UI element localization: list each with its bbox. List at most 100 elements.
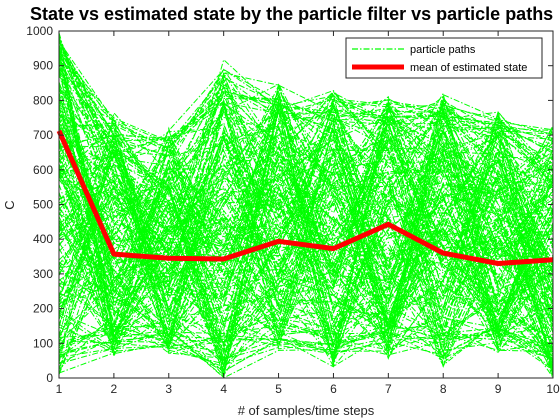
plot-area: [56, 30, 554, 379]
particle-path: [58, 45, 554, 153]
particle-path: [58, 137, 554, 323]
particle-path: [58, 34, 554, 355]
particle-path: [58, 83, 554, 297]
particle-path: [58, 99, 554, 348]
particle-path: [58, 92, 554, 353]
particle-path: [58, 109, 554, 355]
particle-path: [58, 39, 554, 312]
particle-path: [58, 98, 554, 324]
particle-path: [58, 331, 554, 355]
particle-path: [58, 86, 554, 328]
y-tick-label: 500: [33, 198, 53, 212]
particle-path: [58, 328, 554, 358]
particle-path: [58, 122, 554, 336]
particle-path: [58, 83, 554, 335]
particle-path: [58, 32, 554, 373]
particle-path: [58, 60, 554, 376]
particle-path: [58, 70, 554, 305]
particle-path: [58, 125, 554, 341]
particle-path: [58, 45, 554, 149]
particle-path: [58, 51, 554, 142]
x-tick-label: 4: [220, 382, 227, 396]
particle-path: [58, 118, 554, 378]
y-tick-label: 900: [33, 59, 53, 73]
particle-path: [58, 102, 554, 338]
y-tick-label: 1000: [26, 24, 53, 38]
particle-path: [58, 155, 554, 332]
particle-path: [58, 40, 554, 347]
legend: particle paths mean of estimated state: [345, 37, 543, 79]
x-tick-label: 8: [440, 382, 447, 396]
particle-path: [58, 69, 554, 358]
particle-path: [58, 58, 554, 316]
particle-path: [58, 88, 554, 352]
particle-path: [58, 55, 554, 344]
particle-path: [58, 89, 554, 354]
particle-path: [58, 162, 554, 345]
particle-path: [58, 53, 554, 328]
legend-box: [345, 37, 543, 79]
particle-path: [58, 96, 554, 372]
x-tick-label: 1: [56, 382, 63, 396]
particle-path: [58, 94, 554, 343]
particle-path: [58, 148, 554, 349]
particle-path: [58, 94, 554, 364]
y-tick-label: 300: [33, 267, 53, 281]
particle-path: [58, 145, 554, 370]
particle-path: [58, 135, 554, 368]
y-axis-label: C: [2, 200, 17, 209]
particle-path: [58, 108, 554, 333]
particle-path: [58, 92, 554, 359]
particle-path: [58, 117, 554, 377]
y-tick-label: 800: [33, 93, 53, 107]
chart-title: State vs estimated state by the particle…: [30, 4, 553, 24]
particle-path: [58, 127, 554, 368]
y-tick-label: 100: [33, 336, 53, 350]
particle-path: [58, 139, 554, 356]
particle-path: [58, 67, 554, 142]
particle-path: [58, 121, 554, 326]
particle-path: [58, 153, 554, 356]
particle-path: [58, 40, 554, 158]
particle-path: [58, 94, 554, 361]
particle-path: [58, 69, 554, 150]
particle-path: [58, 139, 554, 364]
particle-path: [58, 105, 554, 366]
particle-path: [58, 102, 554, 374]
particle-path: [58, 234, 554, 370]
particle-path: [58, 97, 554, 356]
mean-estimated-state-line: [56, 129, 554, 266]
particle-path: [58, 133, 554, 342]
legend-label-particle-paths: particle paths: [410, 44, 476, 56]
particle-path: [58, 47, 554, 354]
particle-path: [58, 113, 554, 351]
particle-path: [58, 325, 554, 351]
y-axis-ticks: 0 100 200 300 400 500 600 700 800 900 1000: [26, 24, 553, 385]
x-tick-label: 10: [546, 382, 560, 396]
particle-path: [58, 50, 554, 369]
particle-path: [58, 140, 554, 362]
y-tick-label: 600: [33, 163, 53, 177]
x-tick-label: 6: [330, 382, 337, 396]
x-axis-label: # of samples/time steps: [238, 403, 375, 418]
particle-path: [58, 158, 554, 364]
x-tick-label: 3: [165, 382, 172, 396]
y-tick-label: 200: [33, 302, 53, 316]
x-tick-label: 5: [275, 382, 282, 396]
particle-path: [58, 102, 554, 345]
particle-path: [58, 98, 554, 346]
particle-path: [58, 118, 554, 337]
particle-path: [58, 95, 554, 331]
particle-path: [58, 107, 554, 375]
y-tick-label: 0: [46, 371, 53, 385]
particle-path: [58, 88, 554, 364]
x-axis-ticks: 1 2 3 4 5 6 7 8 9 10: [56, 31, 560, 396]
particle-path: [58, 146, 554, 362]
y-tick-label: 700: [33, 128, 53, 142]
particle-path: [58, 36, 554, 356]
x-tick-label: 2: [111, 382, 118, 396]
legend-label-mean-estimated-state: mean of estimated state: [410, 62, 527, 74]
particle-path: [58, 101, 554, 293]
particle-path: [58, 122, 554, 340]
